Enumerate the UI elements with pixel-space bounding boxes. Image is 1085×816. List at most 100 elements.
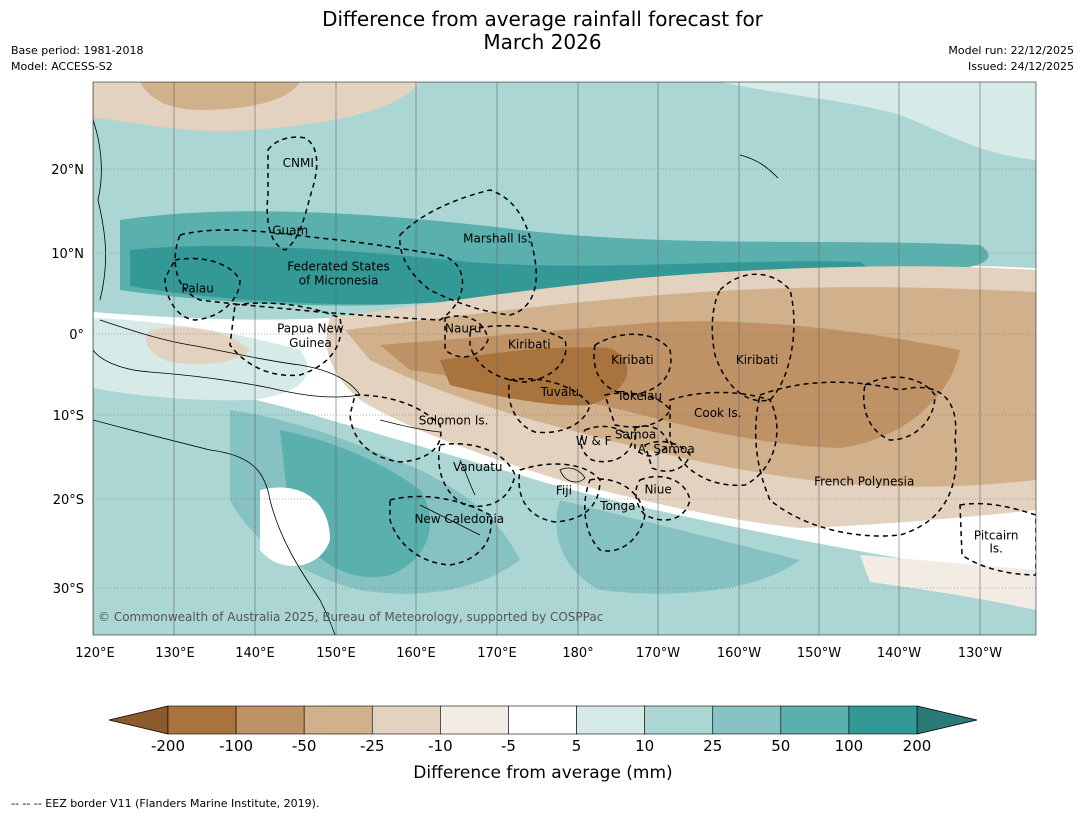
colorbar-cell bbox=[644, 705, 714, 735]
colorbar-cell bbox=[167, 705, 237, 735]
region-label: Palau bbox=[182, 281, 214, 295]
map-title-line-1: Difference from average rainfall forecas… bbox=[322, 7, 763, 31]
map-frame bbox=[92, 81, 1037, 636]
region-label: W & F bbox=[576, 434, 612, 448]
eez-kiribati-gilbert bbox=[469, 324, 567, 383]
eez-cnmi-guam bbox=[266, 136, 318, 251]
eez-marshall-islands bbox=[399, 189, 537, 316]
region-label: Kiribati bbox=[611, 353, 653, 367]
colorbar-tick-label: 5 bbox=[572, 737, 582, 755]
eez-pitcairn-islands bbox=[959, 502, 1036, 576]
model-run-text: Model run: 22/12/2025 bbox=[948, 44, 1074, 57]
lat-label-20n: 20°N bbox=[51, 163, 84, 178]
lon-label-140w: 140°W bbox=[877, 646, 921, 661]
eez-tonga bbox=[584, 478, 646, 552]
eez-footnote: -- -- -- EEZ border V11 (Flanders Marine… bbox=[11, 797, 320, 810]
model-text: Model: ACCESS-S2 bbox=[11, 60, 113, 73]
lon-label-160e: 160°E bbox=[396, 646, 436, 661]
eez-borders bbox=[164, 136, 1036, 576]
colorbar-cell bbox=[508, 705, 577, 735]
region-label: Is. bbox=[989, 541, 1003, 555]
lon-label-170e: 170°E bbox=[477, 646, 517, 661]
copyright-text: © Commonwealth of Australia 2025, Bureau… bbox=[98, 610, 603, 624]
lon-label-160w: 160°W bbox=[717, 646, 761, 661]
coastline-solomon-islands bbox=[379, 419, 441, 433]
lat-label-10n: 10°N bbox=[51, 247, 84, 262]
eez-marquesas bbox=[863, 376, 936, 441]
colorbar-cell bbox=[371, 705, 441, 735]
region-label: Fiji bbox=[556, 484, 572, 498]
lat-label-0: 0° bbox=[69, 328, 84, 343]
coastline-australia bbox=[93, 419, 336, 635]
colorbar-tick-label: -100 bbox=[219, 737, 253, 755]
base-period-text: Base period: 1981-2018 bbox=[11, 44, 144, 57]
region-label: Papua New bbox=[277, 321, 344, 335]
region-label: Federated States bbox=[287, 259, 389, 273]
eez-wallis-futuna bbox=[580, 425, 633, 463]
region-label: Niue bbox=[644, 483, 671, 497]
region-label: Solomon Is. bbox=[419, 414, 489, 428]
eez-french-polynesia bbox=[754, 381, 957, 537]
colorbar-cell bbox=[848, 705, 918, 735]
region-label: Tokelau bbox=[616, 389, 662, 403]
colorbar-tick-labels: -200 -100 -50 -25 -10 -5 5 10 25 50 100 200 bbox=[151, 737, 931, 755]
eez-samoa bbox=[634, 425, 669, 457]
region-label: Guam bbox=[272, 224, 308, 238]
region-label: Guinea bbox=[289, 336, 332, 350]
wet-core-itcz bbox=[130, 245, 866, 305]
region-label: Kiribati bbox=[736, 353, 778, 367]
colorbar-cell bbox=[235, 705, 305, 735]
colorbar-tick-label: -5 bbox=[501, 737, 516, 755]
eez-nauru bbox=[444, 315, 489, 358]
meridians bbox=[93, 82, 981, 635]
eez-cook-islands bbox=[669, 391, 778, 487]
region-label: French Polynesia bbox=[814, 475, 914, 489]
colorbar-cell bbox=[303, 705, 373, 735]
map-title-line-2: March 2026 bbox=[483, 30, 602, 54]
eez-palau bbox=[164, 257, 241, 321]
lat-label-20s: 20°S bbox=[53, 493, 84, 508]
region-label: Cook Is. bbox=[694, 406, 741, 420]
colorbar-cells bbox=[167, 705, 918, 735]
eez-kiribati-line bbox=[711, 273, 795, 402]
region-label: Pitcairn bbox=[974, 528, 1019, 542]
colorbar-extend-high bbox=[916, 705, 978, 735]
region-label: New Caledonia bbox=[414, 512, 504, 526]
colorbar-extend-low bbox=[108, 705, 169, 735]
colorbar-cell bbox=[576, 705, 645, 735]
lon-label-140e: 140°E bbox=[235, 646, 275, 661]
latitude-labels: 20°N 10°N 0° 10°S 20°S 30°S bbox=[51, 163, 84, 597]
region-label: Nauru bbox=[445, 321, 481, 335]
region-label: Tuvalu bbox=[540, 385, 580, 399]
region-label: Vanuatu bbox=[453, 460, 503, 474]
region-label: CNMI bbox=[283, 156, 314, 170]
colorbar-cell bbox=[780, 705, 850, 735]
light-wet-north-east bbox=[720, 82, 1036, 160]
region-label: Tonga bbox=[599, 499, 635, 513]
coastline-hawaii bbox=[739, 154, 779, 179]
region-label: A. Samoa bbox=[638, 442, 695, 456]
region-label: Kiribati bbox=[508, 338, 550, 352]
eez-niue bbox=[635, 475, 691, 521]
lon-label-130e: 130°E bbox=[155, 646, 195, 661]
eez-solomon-islands bbox=[349, 394, 442, 463]
graticule bbox=[93, 168, 1036, 589]
eez-american-samoa bbox=[644, 440, 691, 472]
very-dry-core-kiribati bbox=[440, 347, 628, 406]
lat-label-30s: 30°S bbox=[53, 582, 84, 597]
region-label: Marshall Is. bbox=[463, 232, 531, 246]
coastline-asia bbox=[93, 119, 106, 301]
lat-label-10s: 10°S bbox=[53, 409, 84, 424]
colorbar-tick-label: -50 bbox=[292, 737, 317, 755]
colorbar-tick-label: 25 bbox=[703, 737, 722, 755]
issued-text: Issued: 24/12/2025 bbox=[967, 60, 1074, 73]
colorbar-cell bbox=[712, 705, 782, 735]
colorbar-tick-label: 10 bbox=[635, 737, 654, 755]
eez-kiribati-phoenix bbox=[593, 333, 672, 396]
colorbar: -200 -100 -50 -25 -10 -5 5 10 25 50 100 200 Differe… bbox=[108, 705, 978, 783]
longitude-labels: 120°E 130°E 140°E 150°E 160°E 170°E 180°… bbox=[75, 646, 1002, 661]
dry-patch-png bbox=[146, 327, 250, 365]
